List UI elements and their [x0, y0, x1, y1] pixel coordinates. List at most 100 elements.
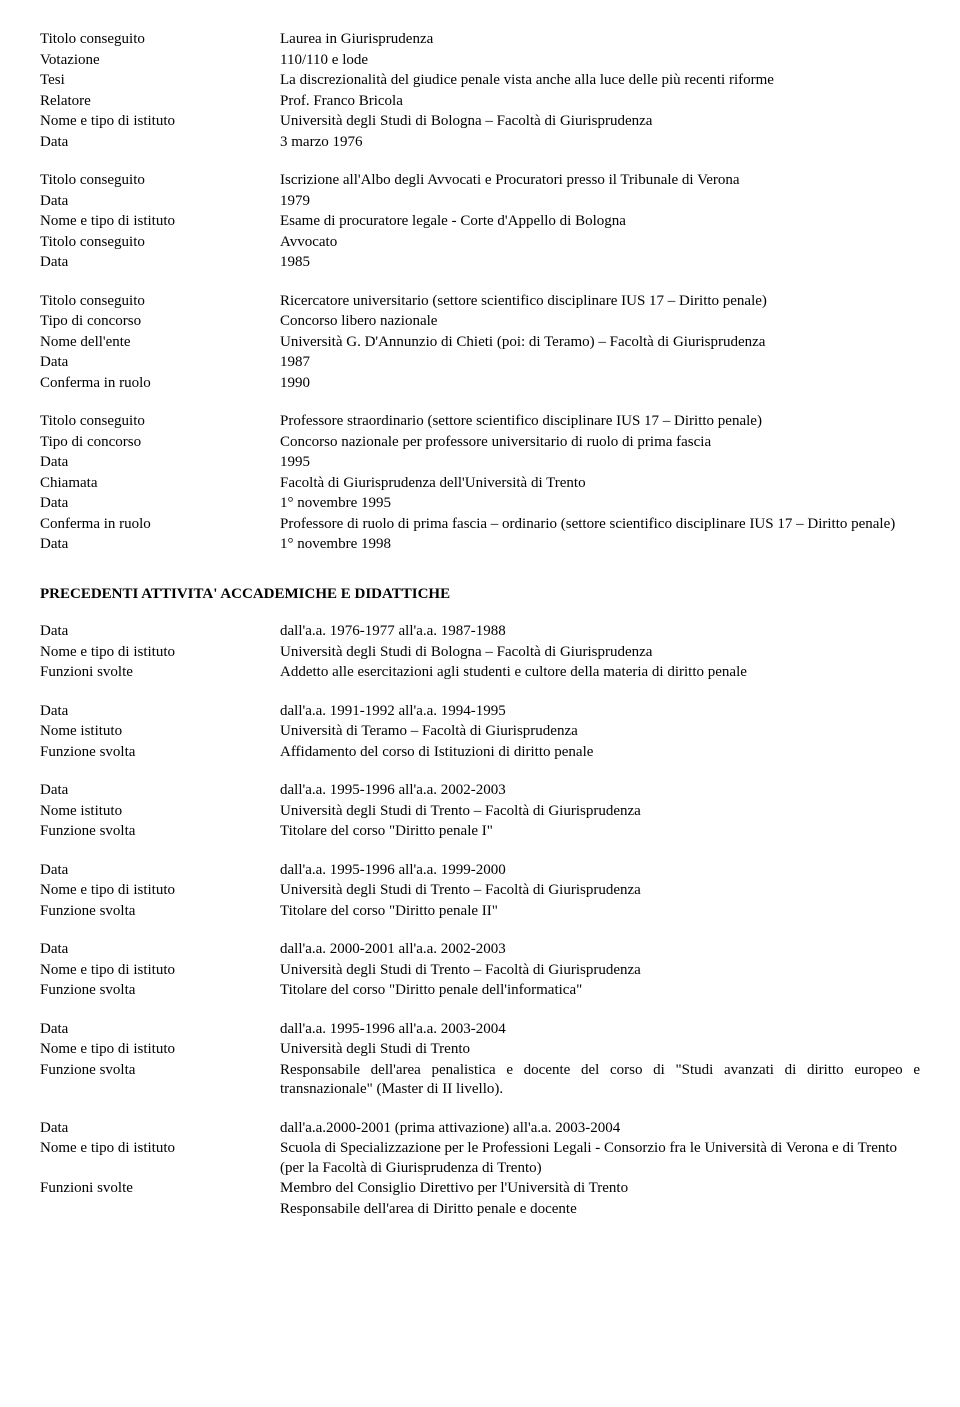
row-label: Funzione svolta: [40, 822, 280, 842]
cv-row: Datadall'a.a. 1995-1996 all'a.a. 2002-20…: [40, 781, 920, 801]
cv-row: Responsabile dell'area di Diritto penale…: [40, 1200, 920, 1220]
section-gap: [40, 153, 920, 171]
row-label: Titolo conseguito: [40, 412, 280, 432]
section-gap: [40, 684, 920, 702]
cv-row: Funzione svoltaAffidamento del corso di …: [40, 743, 920, 763]
row-label: Votazione: [40, 51, 280, 71]
row-value: dall'a.a. 1991-1992 all'a.a. 1994-1995: [280, 702, 920, 722]
row-label: Data: [40, 494, 280, 514]
row-value: Titolare del corso "Diritto penale dell'…: [280, 981, 920, 1001]
row-label: Funzioni svolte: [40, 1179, 280, 1199]
cv-row: Nome e tipo di istitutoUniversità degli …: [40, 961, 920, 981]
cv-row: Titolo conseguitoIscrizione all'Albo deg…: [40, 171, 920, 191]
row-label: Data: [40, 1119, 280, 1139]
section-gap: [40, 922, 920, 940]
cv-row: Conferma in ruolo1990: [40, 374, 920, 394]
row-label: Nome e tipo di istituto: [40, 1139, 280, 1178]
row-value: dall'a.a. 2000-2001 all'a.a. 2002-2003: [280, 940, 920, 960]
cv-row: Data1° novembre 1998: [40, 535, 920, 555]
cv-row: Datadall'a.a.2000-2001 (prima attivazion…: [40, 1119, 920, 1139]
cv-row: Funzione svoltaResponsabile dell'area pe…: [40, 1061, 920, 1100]
row-label: Funzione svolta: [40, 902, 280, 922]
section-heading: PRECEDENTI ATTIVITA' ACCADEMICHE E DIDAT…: [40, 585, 920, 605]
row-label: Titolo conseguito: [40, 292, 280, 312]
cv-row: Tipo di concorsoConcorso nazionale per p…: [40, 433, 920, 453]
row-value: 1995: [280, 453, 920, 473]
row-label: Titolo conseguito: [40, 233, 280, 253]
row-value: Esame di procuratore legale - Corte d'Ap…: [280, 212, 920, 232]
row-value: Titolare del corso "Diritto penale I": [280, 822, 920, 842]
row-value: Concorso nazionale per professore univer…: [280, 433, 920, 453]
cv-row: Titolo conseguitoLaurea in Giurisprudenz…: [40, 30, 920, 50]
row-value: 1° novembre 1995: [280, 494, 920, 514]
cv-row: TesiLa discrezionalità del giudice penal…: [40, 71, 920, 91]
cv-row: Conferma in ruoloProfessore di ruolo di …: [40, 515, 920, 535]
row-value: Scuola di Specializzazione per le Profes…: [280, 1139, 920, 1178]
row-value: dall'a.a. 1995-1996 all'a.a. 2003-2004: [280, 1020, 920, 1040]
row-value: 1979: [280, 192, 920, 212]
row-label: Funzione svolta: [40, 981, 280, 1001]
cv-row: Nome e tipo di istitutoScuola di Special…: [40, 1139, 920, 1178]
row-value: 1985: [280, 253, 920, 273]
row-value: Concorso libero nazionale: [280, 312, 920, 332]
row-value: Avvocato: [280, 233, 920, 253]
section-gap: [40, 274, 920, 292]
section-gap: [40, 1101, 920, 1119]
cv-row: Funzioni svolteMembro del Consiglio Dire…: [40, 1179, 920, 1199]
row-label: Data: [40, 535, 280, 555]
row-value: Addetto alle esercitazioni agli studenti…: [280, 663, 920, 683]
row-value: 110/110 e lode: [280, 51, 920, 71]
row-value: 1° novembre 1998: [280, 535, 920, 555]
row-value: Affidamento del corso di Istituzioni di …: [280, 743, 920, 763]
row-value: 3 marzo 1976: [280, 133, 920, 153]
row-value: Professore straordinario (settore scient…: [280, 412, 920, 432]
row-label: Data: [40, 453, 280, 473]
cv-row: Datadall'a.a. 1995-1996 all'a.a. 1999-20…: [40, 861, 920, 881]
row-label: Data: [40, 1020, 280, 1040]
cv-row: Datadall'a.a. 1976-1977 all'a.a. 1987-19…: [40, 622, 920, 642]
document-container: Titolo conseguitoLaurea in Giurisprudenz…: [40, 30, 920, 1219]
cv-row: RelatoreProf. Franco Bricola: [40, 92, 920, 112]
cv-row: Datadall'a.a. 2000-2001 all'a.a. 2002-20…: [40, 940, 920, 960]
row-label: Nome istituto: [40, 802, 280, 822]
cv-row: Nome e tipo di istitutoUniversità degli …: [40, 881, 920, 901]
row-label: Data: [40, 622, 280, 642]
row-value: Membro del Consiglio Direttivo per l'Uni…: [280, 1179, 920, 1199]
cv-row: Data1° novembre 1995: [40, 494, 920, 514]
row-label: Tipo di concorso: [40, 312, 280, 332]
section-gap: [40, 394, 920, 412]
row-value: Prof. Franco Bricola: [280, 92, 920, 112]
row-label: Data: [40, 781, 280, 801]
cv-row: Tipo di concorsoConcorso libero nazional…: [40, 312, 920, 332]
row-label: Funzione svolta: [40, 1061, 280, 1100]
row-label: Nome e tipo di istituto: [40, 643, 280, 663]
section-gap: [40, 843, 920, 861]
cv-row: Nome e tipo di istitutoUniversità degli …: [40, 1040, 920, 1060]
cv-row: Nome istitutoUniversità degli Studi di T…: [40, 802, 920, 822]
cv-row: Nome istitutoUniversità di Teramo – Faco…: [40, 722, 920, 742]
row-label: Nome e tipo di istituto: [40, 212, 280, 232]
row-value: Università G. D'Annunzio di Chieti (poi:…: [280, 333, 920, 353]
cv-row: Data1987: [40, 353, 920, 373]
cv-row: Titolo conseguitoAvvocato: [40, 233, 920, 253]
row-value: Università degli Studi di Trento – Facol…: [280, 961, 920, 981]
cv-row: Nome e tipo di istitutoEsame di procurat…: [40, 212, 920, 232]
row-label: Titolo conseguito: [40, 30, 280, 50]
cv-row: Funzione svoltaTitolare del corso "Dirit…: [40, 981, 920, 1001]
row-label: [40, 1200, 280, 1220]
cv-row: Titolo conseguitoRicercatore universitar…: [40, 292, 920, 312]
row-value: Responsabile dell'area di Diritto penale…: [280, 1200, 920, 1220]
row-label: Funzioni svolte: [40, 663, 280, 683]
cv-row: Datadall'a.a. 1991-1992 all'a.a. 1994-19…: [40, 702, 920, 722]
row-value: Ricercatore universitario (settore scien…: [280, 292, 920, 312]
row-label: Nome e tipo di istituto: [40, 112, 280, 132]
row-label: Data: [40, 940, 280, 960]
cv-row: Titolo conseguitoProfessore straordinari…: [40, 412, 920, 432]
row-value: Università di Teramo – Facoltà di Giuris…: [280, 722, 920, 742]
row-label: Funzione svolta: [40, 743, 280, 763]
cv-row: Datadall'a.a. 1995-1996 all'a.a. 2003-20…: [40, 1020, 920, 1040]
cv-row: Data1985: [40, 253, 920, 273]
row-value: Iscrizione all'Albo degli Avvocati e Pro…: [280, 171, 920, 191]
row-label: Relatore: [40, 92, 280, 112]
row-label: Data: [40, 253, 280, 273]
